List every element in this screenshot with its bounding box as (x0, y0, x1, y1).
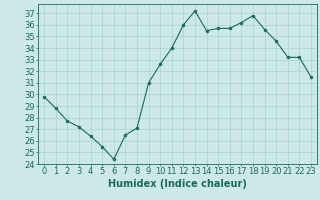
X-axis label: Humidex (Indice chaleur): Humidex (Indice chaleur) (108, 179, 247, 189)
